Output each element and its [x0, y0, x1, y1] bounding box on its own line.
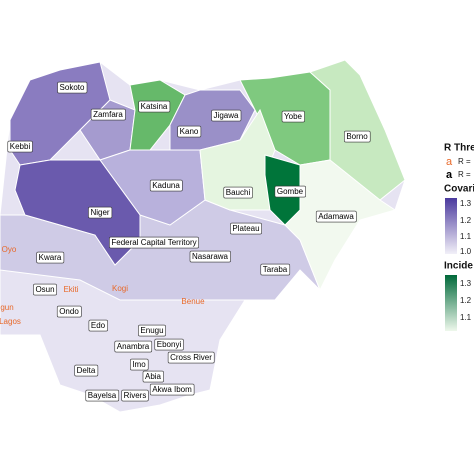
region: [14, 159, 141, 266]
state-label: Akwa Ibom: [152, 385, 192, 394]
color-bar: [445, 198, 457, 254]
label-box: [230, 222, 262, 235]
legend-title: Incide: [444, 261, 473, 272]
state-label: Edo: [91, 321, 106, 330]
state-label: Yobe: [284, 112, 303, 121]
label-box: [260, 263, 291, 276]
state-label: Kaduna: [152, 181, 180, 190]
label-box: [109, 236, 199, 249]
state-label: Adamawa: [318, 212, 354, 221]
state-label: Cross River: [170, 353, 212, 362]
legend-title: R Thre: [444, 143, 474, 154]
label-box: [138, 100, 171, 113]
label-box: [90, 108, 126, 121]
label-box: [57, 81, 88, 94]
label-box: [74, 364, 99, 377]
state-label: Katsina: [141, 102, 168, 111]
legend-title: Covari: [444, 184, 474, 195]
state-label: Niger: [90, 208, 109, 217]
state-label: Taraba: [263, 265, 288, 274]
state-label: Gombe: [277, 187, 304, 196]
label-box: [189, 250, 231, 263]
label-box: [138, 324, 166, 337]
color-bar: [445, 275, 457, 331]
label-box: [211, 109, 242, 122]
state-label: Abia: [145, 372, 162, 381]
state-label: Lagos: [0, 317, 21, 326]
label-box: [142, 370, 164, 383]
label-box: [130, 358, 149, 371]
state-label: Kebbi: [10, 142, 31, 151]
state-label: Enugu: [140, 326, 163, 335]
legend-tick: 1.3: [460, 199, 472, 208]
state-label: Bauchi: [226, 188, 251, 197]
legend-text: R =: [458, 157, 471, 166]
legend: R Thre a R = a R = Covari 1.3 1.2 1.1 1.…: [444, 143, 474, 331]
state-labels: Sokoto Katsina Jigawa Yobe Zamfara Kano …: [0, 81, 371, 402]
label-box: [154, 338, 184, 351]
state-label: Osun: [35, 285, 54, 294]
label-box: [149, 383, 195, 396]
legend-symbol: a: [446, 169, 453, 181]
label-box: [274, 185, 306, 198]
legend-symbol: a: [446, 156, 453, 168]
label-box: [114, 340, 153, 353]
state-label: Zamfara: [93, 110, 123, 119]
state-label: Delta: [77, 366, 96, 375]
label-box: [88, 319, 108, 332]
state-label: Ebonyi: [157, 340, 182, 349]
state-label: Kano: [180, 127, 199, 136]
state-label: Rivers: [124, 391, 147, 400]
state-label: Nasarawa: [192, 252, 229, 261]
legend-tick: 1.1: [460, 313, 472, 322]
label-box: [177, 125, 202, 138]
label-box: [88, 206, 113, 219]
state-label: Federal Capital Territory: [111, 238, 196, 247]
state-label: Oyo: [2, 245, 17, 254]
state-label: Jigawa: [214, 111, 239, 120]
state-label: Bayelsa: [88, 391, 117, 400]
state-label: Sokoto: [60, 83, 85, 92]
label-box: [33, 283, 57, 296]
legend-tick: 1.0: [460, 247, 472, 256]
state-label: Benue: [181, 297, 205, 306]
label-box: [281, 110, 305, 123]
label-box: [85, 389, 120, 402]
legend-tick: 1.1: [460, 232, 472, 241]
legend-tick: 1.2: [460, 296, 472, 305]
state-label: Imo: [132, 360, 146, 369]
state-label: gun: [0, 303, 13, 312]
label-box: [7, 140, 33, 153]
label-box: [36, 251, 65, 264]
state-label: Anambra: [117, 342, 150, 351]
region: [129, 79, 186, 151]
legend-text: R =: [458, 170, 471, 179]
state-label: Ekiti: [63, 285, 78, 294]
legend-tick: 1.3: [460, 279, 472, 288]
label-box: [149, 179, 183, 192]
label-box: [344, 130, 371, 143]
label-box: [56, 305, 82, 318]
label-box: [315, 210, 357, 223]
label-box: [167, 351, 215, 364]
state-label: Borno: [346, 132, 368, 141]
state-label: Kogi: [112, 284, 128, 293]
state-label: Ondo: [59, 307, 79, 316]
label-box: [121, 389, 149, 402]
label-box: [223, 186, 253, 199]
state-label: Kwara: [39, 253, 62, 262]
state-label: Plateau: [232, 224, 259, 233]
legend-tick: 1.2: [460, 216, 472, 225]
